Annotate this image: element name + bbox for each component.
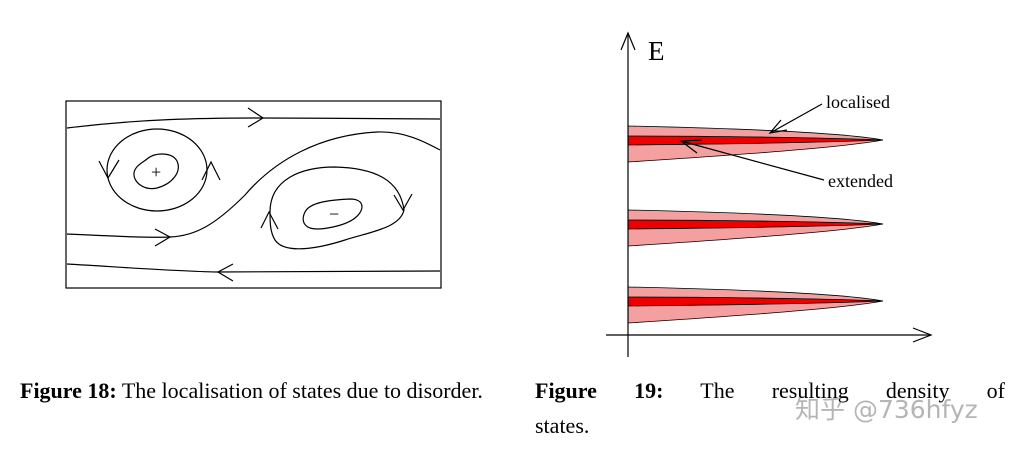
figure-19-caption: Figure 19: The resulting density of stat…: [535, 373, 1005, 443]
negative-vortex-core: [302, 198, 363, 230]
arrowhead-icon: [768, 119, 788, 134]
band-bottom: [627, 286, 884, 324]
caption-text-line-2: states.: [535, 413, 590, 438]
band-top: [627, 125, 884, 163]
localised-label: localised: [826, 92, 890, 112]
minus-sign: −: [329, 204, 339, 224]
extended-pointer: [680, 140, 825, 181]
watermark: 知乎 @736hfyz: [795, 395, 978, 424]
localised-pointer: [769, 103, 823, 134]
caption-text: The localisation of states due to disord…: [121, 378, 483, 403]
band-middle: [627, 209, 884, 247]
axis-arrow-up-icon: [620, 31, 636, 51]
bottom-streamline: [66, 263, 441, 273]
figure-18-localisation-diagram: + −: [65, 100, 442, 289]
energy-axis-label: E: [648, 36, 665, 66]
arrow-left-icon: [216, 263, 234, 282]
frame: [65, 100, 442, 289]
negative-vortex-orbit: [269, 166, 405, 250]
top-streamline: [66, 117, 441, 129]
positive-vortex-core: [133, 153, 179, 190]
caption-label: Figure 19:: [535, 378, 664, 403]
arrow-down-icon: [393, 193, 413, 212]
extended-label: extended: [828, 171, 893, 191]
s-streamline: [66, 131, 441, 238]
arrow-right-icon: [154, 228, 172, 247]
arrow-right-icon: [247, 107, 265, 128]
arrow-up-icon: [260, 210, 279, 230]
extended-region: [627, 219, 884, 230]
figure-18-caption: Figure 18: The localisation of states du…: [20, 373, 495, 408]
arrow-down-icon: [98, 159, 120, 180]
extended-region: [627, 135, 884, 146]
arrow-up-icon: [201, 160, 221, 181]
figure-19-density-of-states: E localised extended: [606, 31, 933, 357]
extended-region: [627, 296, 884, 307]
plus-sign: +: [151, 162, 161, 182]
caption-label: Figure 18:: [20, 378, 117, 403]
arrowhead-icon: [679, 139, 703, 154]
caption-text: The resulting density of: [700, 378, 1006, 403]
axis-arrow-right-icon: [912, 327, 933, 343]
caption-line-1: Figure 19: The resulting density of: [535, 373, 1005, 408]
